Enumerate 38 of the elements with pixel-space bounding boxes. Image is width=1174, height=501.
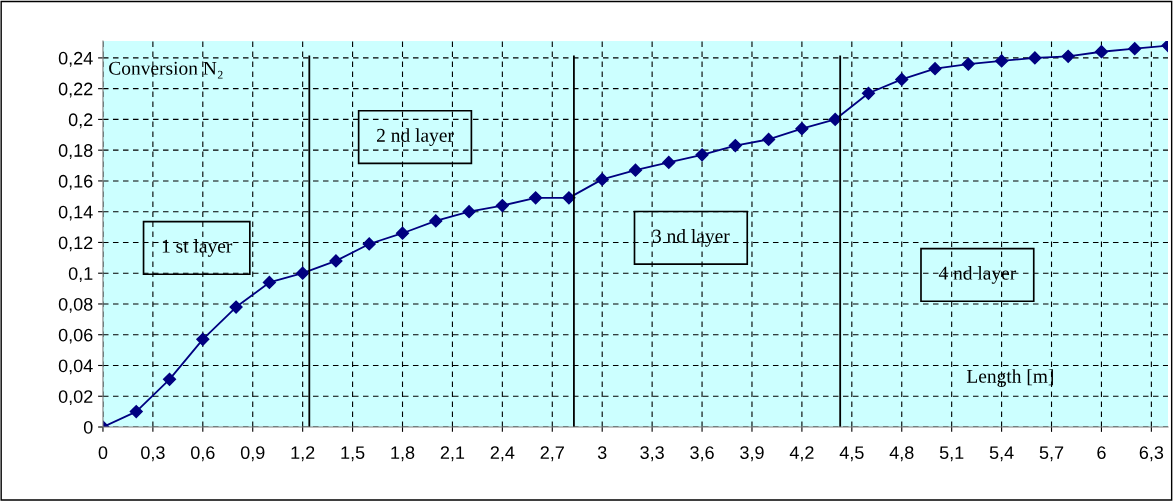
y-tick-label: 0 <box>83 420 93 434</box>
y-tick-label: 0,04 <box>58 359 93 375</box>
x-tick-label: 4,5 <box>839 446 864 462</box>
annotation: 4 nd layer <box>938 266 1017 284</box>
y-tick-label: 0,06 <box>58 328 93 344</box>
x-tick-label: 0,6 <box>190 446 215 462</box>
y-tick-label: 0,14 <box>58 205 93 221</box>
x-tick-label: 2,4 <box>490 446 515 462</box>
x-tick-label: 5,1 <box>939 446 964 462</box>
y-tick-label: 0,02 <box>58 390 93 406</box>
x-tick-label: 0 <box>98 446 108 460</box>
y-tick-label: 0,22 <box>58 82 93 98</box>
x-tick-label: 3,3 <box>640 446 664 462</box>
x-tick-label: 3,6 <box>690 446 714 462</box>
y-tick-label: 0,1 <box>68 267 93 283</box>
x-tick-label: 2,1 <box>440 446 465 462</box>
x-tick-label: 4,8 <box>889 446 914 462</box>
x-tick-label: 0,9 <box>240 446 265 462</box>
x-tick-label: 1,5 <box>341 446 365 462</box>
y-tick-label: 0,2 <box>68 113 93 129</box>
y-tick-label: 0,12 <box>58 236 93 252</box>
x-tick-label: 1,2 <box>291 446 315 462</box>
annotation: 2 nd layer <box>377 128 454 146</box>
y-axis-title: Conversion N₂ <box>109 61 223 79</box>
x-tick-label: 3,9 <box>740 446 764 462</box>
x-tick-label: 4,2 <box>789 446 814 462</box>
y-tick-label: 0,18 <box>58 144 93 160</box>
x-tick-label: 0,3 <box>141 446 165 462</box>
x-tick-label: 6,3 <box>1139 446 1164 462</box>
x-tick-label: 5,4 <box>989 446 1014 462</box>
x-tick-label: 6 <box>1097 446 1106 460</box>
y-tick-label: 0,08 <box>58 297 93 313</box>
y-tick-label: 0,24 <box>58 51 93 67</box>
x-tick-label: 5,7 <box>1039 446 1064 462</box>
x-tick-label: 1,8 <box>391 446 415 462</box>
x-tick-label: 2,7 <box>540 446 564 462</box>
y-tick-label: 0,16 <box>58 174 93 190</box>
x-tick-label: 3 <box>597 446 607 460</box>
